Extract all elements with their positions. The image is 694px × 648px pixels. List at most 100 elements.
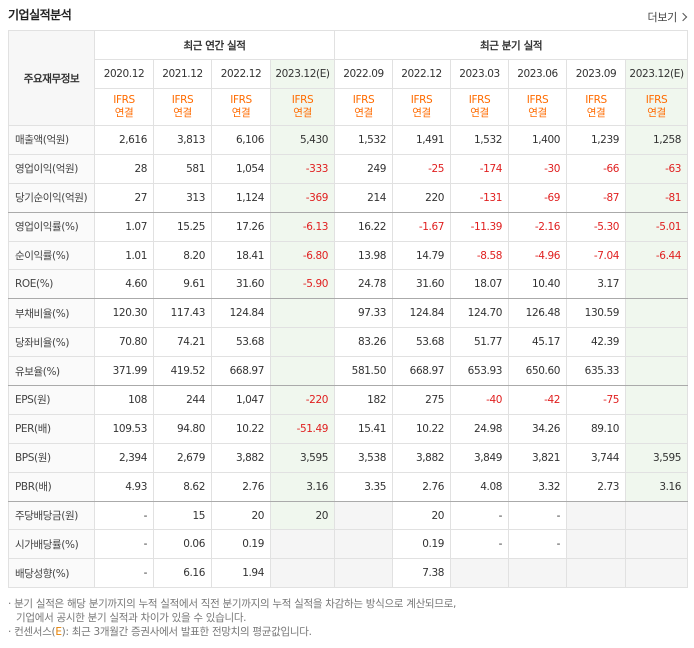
table-cell: -51.49 [269,413,336,444]
table-cell: -5.01 [625,211,689,242]
consolidated-label: 연결 [586,107,606,119]
table-cell: 3.32 [508,471,568,502]
table-cell: 3,882 [392,442,452,473]
table-cell: 117.43 [153,298,212,329]
table-row: 당기순이익(억원) 27 313 1,124 -369 214 220 -131 -69 -87-… [8,182,689,213]
consolidated-label: 연결 [528,107,547,119]
table-cell [566,500,627,531]
table-cell: 3,744 [566,442,627,473]
annual-group-header: 최근 연간 실적 [93,30,336,60]
table-cell: 14.79 [392,240,452,271]
table-cell: 4.08 [450,471,510,502]
table-cell: 2,616 [94,125,154,155]
consolidated-label: 연결 [470,107,489,119]
table-cell [625,356,689,387]
table-row: PBR(배) 4.93 8.62 2.76 3.16 3.35 2.76 4.08 3.32 2.… [8,471,689,502]
table-cell: 1,258 [625,125,689,155]
table-cell: 668.97 [392,356,452,387]
table-cell: 182 [334,385,394,415]
table-cell [625,500,689,531]
table-cell: 6.16 [153,558,212,589]
table-cell: 3,882 [211,442,271,473]
table-cell: 9.61 [153,269,212,300]
table-cell: 27 [94,182,154,213]
table-cell: 31.60 [211,269,271,300]
more-link[interactable]: 더보기 [648,9,688,25]
table-cell: 1,054 [211,153,271,184]
row-label: 주당배당금(원) [8,500,95,531]
table-cell [625,413,689,444]
table-cell: -66 [566,153,627,184]
ifrs-label: IFRS [526,94,549,106]
footnote-2: · 컨센서스(E): 최근 3개월간 증권사에서 발표한 전망치의 평균값입니다… [8,625,456,639]
table-cell [566,529,627,560]
table-cell: 109.53 [94,413,154,444]
table-cell: 635.33 [566,356,627,387]
table-cell: 108 [94,385,154,415]
table-cell: 2.76 [211,471,271,502]
chevron-right-icon [678,12,688,22]
period-header: 2023.09 [566,59,627,89]
period-header: 2023.12(E) [269,59,336,89]
table-cell: - [450,500,510,531]
table-cell: 1,532 [334,125,394,155]
period-header: 2022.09 [334,59,394,89]
table-row: 영업이익(억원) 28 581 1,054 -333 249 -25 -174 -30 -66 -6… [8,153,689,184]
table-cell: -11.39 [450,211,510,242]
table-cell: 31.60 [392,269,452,300]
table-cell: 4.93 [94,471,154,502]
table-row: EPS(원) 108 244 1,047 -220 182 275 -40 -42 -75 [8,385,689,415]
table-cell: -1.67 [392,211,452,242]
table-row: PER(배) 109.53 94.80 10.22 -51.49 15.41 10.22 24… [8,413,689,444]
table-cell: -369 [269,182,336,213]
period-header: 2021.12 [153,59,212,89]
table-row: BPS(원) 2,394 2,679 3,882 3,595 3,538 3,882 3,84… [8,442,689,473]
period-header: 2023.03 [450,59,510,89]
table-cell: - [94,558,154,589]
footnote-2-prefix: · 컨센서스( [8,626,56,638]
table-cell: 1,532 [450,125,510,155]
table-cell: 653.93 [450,356,510,387]
table-cell: 1,400 [508,125,568,155]
table-cell: 581.50 [334,356,394,387]
table-cell: -6.80 [269,240,336,271]
table-cell: 124.70 [450,298,510,329]
table-cell: 3,595 [269,442,336,473]
table-cell: 20 [211,500,271,531]
quarter-group-header: 최근 분기 실적 [334,30,689,60]
ifrs-label: IFRS [230,94,252,106]
table-cell: 126.48 [508,298,568,329]
table-cell: -75 [566,385,627,415]
table-cell: -6.44 [625,240,689,271]
row-label: ROE(%) [8,269,95,300]
ifrs-header: IFRS 연결 [269,88,336,126]
table-cell: 3,849 [450,442,510,473]
ifrs-header: IFRS 연결 [211,88,271,126]
table-cell: 8.20 [153,240,212,271]
table-cell: 28 [94,153,154,184]
table-cell: 53.68 [392,327,452,358]
table-cell: -4.96 [508,240,568,271]
table-cell: 18.07 [450,269,510,300]
table-cell: 1,047 [211,385,271,415]
table-row: 유보율(%) 371.99 419.52 668.97 581.50 668.97 653.… [8,356,689,387]
row-label: 당좌비율(%) [8,327,95,358]
table-cell: -25 [392,153,452,184]
row-label: 시가배당률(%) [8,529,95,560]
table-cell: 24.78 [334,269,394,300]
table-cell: - [94,500,154,531]
table-cell: - [94,529,154,560]
ifrs-label: IFRS [585,94,607,106]
table-row: 부채비율(%) 120.30 117.43 124.84 97.33 124.84 124.… [8,298,689,329]
ifrs-label: IFRS [291,94,314,106]
table-cell: 10.22 [392,413,452,444]
table-row: 주당배당금(원) -15 20 20 20- - [8,500,689,531]
table-cell: -69 [508,182,568,213]
table-cell [269,558,336,589]
footnote-1-cont: 기업에서 공시한 분기 실적과 차이가 있을 수 있습니다. [16,612,247,624]
table-row: 당좌비율(%) 70.80 74.21 53.68 83.26 53.68 51.77 45.… [8,327,689,358]
ifrs-label: IFRS [352,94,375,106]
table-cell: 3.35 [334,471,394,502]
table-cell: -7.04 [566,240,627,271]
consolidated-label: 연결 [354,107,373,119]
